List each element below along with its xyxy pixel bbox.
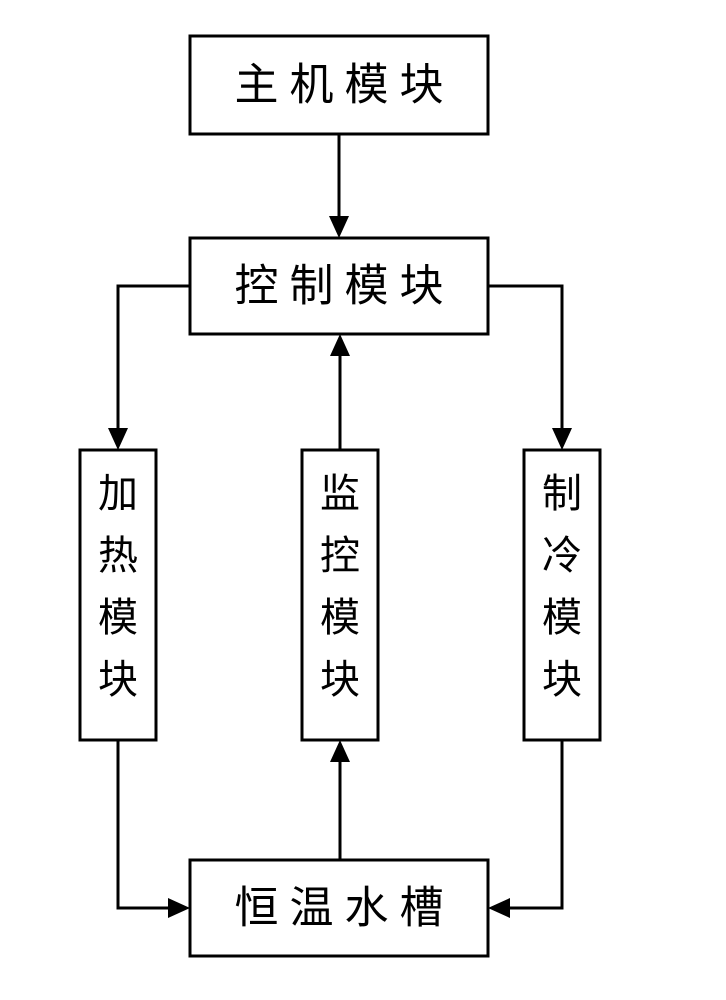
edge-host-to-control	[329, 134, 349, 238]
node-control: 控 制 模 块	[190, 238, 488, 334]
node-host: 主 机 模 块	[190, 36, 488, 134]
edge-control-to-cool	[488, 286, 572, 450]
flowchart-canvas: 主 机 模 块控 制 模 块加热模块 监控模块 制冷模块恒 温 水 槽	[0, 0, 726, 1000]
edge-control-to-heat	[108, 286, 190, 450]
node-tank: 恒 温 水 槽	[190, 860, 488, 956]
edge-monitor-to-control	[330, 334, 350, 450]
node-cool: 制冷模块	[524, 450, 600, 740]
node-label-tank: 恒 温 水 槽	[235, 884, 444, 933]
node-label-control: 控 制 模 块	[235, 262, 444, 311]
edge-tank-to-monitor	[330, 740, 350, 860]
node-heat: 加热模块	[80, 450, 156, 740]
edge-cool-to-tank	[488, 740, 562, 918]
node-monitor: 监控模块	[302, 450, 378, 740]
edge-heat-to-tank	[118, 740, 190, 918]
node-label-host: 主 机 模 块	[235, 61, 444, 110]
